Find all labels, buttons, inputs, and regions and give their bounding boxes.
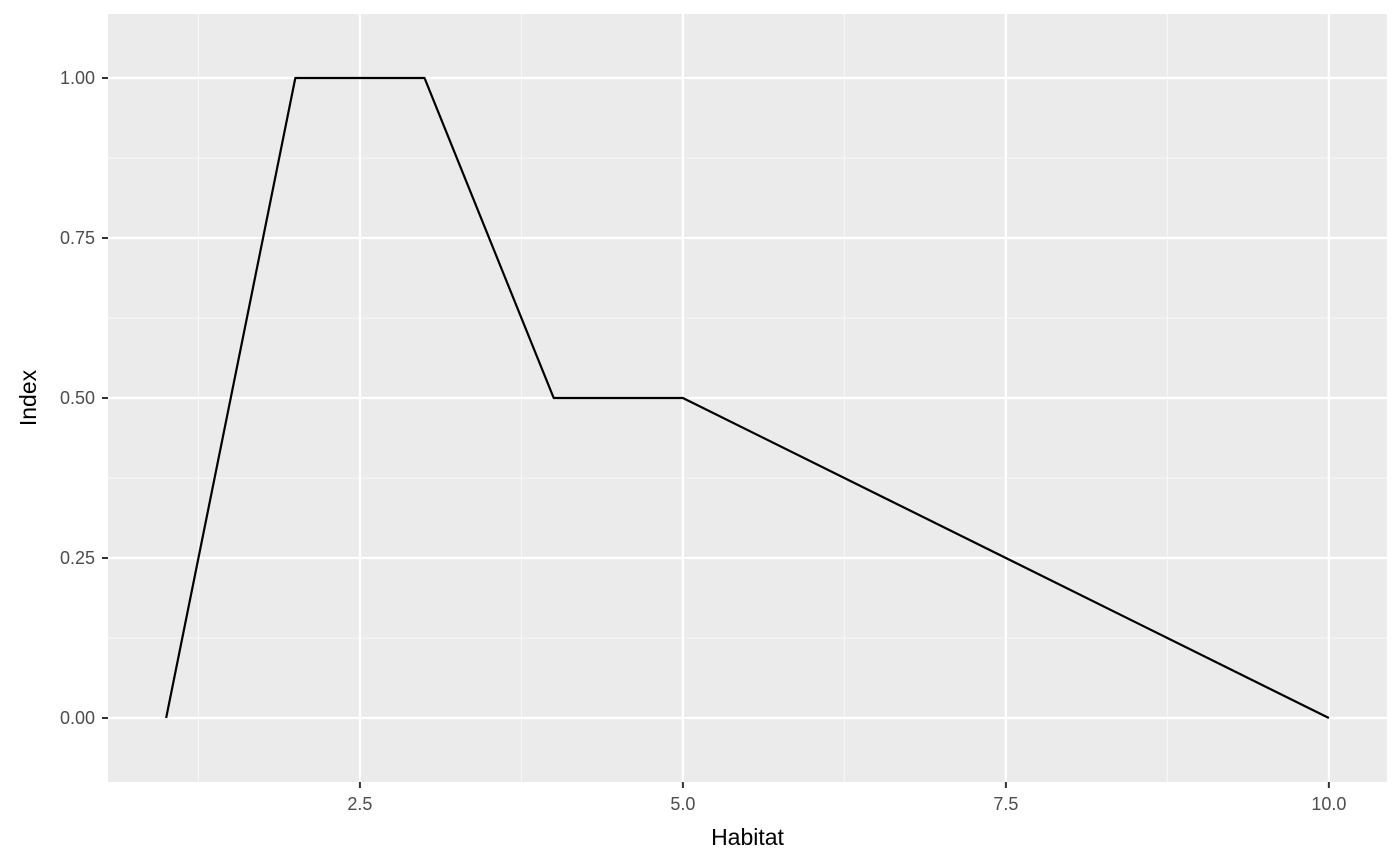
x-axis-title: Habitat bbox=[711, 824, 784, 850]
x-axis: 2.5 5.0 7.5 10.0 bbox=[347, 782, 1346, 814]
y-tick-label: 0.25 bbox=[60, 548, 95, 568]
y-tick-label: 0.00 bbox=[60, 708, 95, 728]
y-tick-label: 0.50 bbox=[60, 388, 95, 408]
x-tick-label: 10.0 bbox=[1311, 794, 1346, 814]
series-layer bbox=[165, 76, 1330, 719]
series-line bbox=[165, 76, 1330, 719]
x-tick-label: 2.5 bbox=[347, 794, 372, 814]
y-tick-label: 0.75 bbox=[60, 228, 95, 248]
y-axis: 0.00 0.25 0.50 0.75 1.00 bbox=[60, 68, 108, 728]
x-tick-label: 5.0 bbox=[670, 794, 695, 814]
y-axis-title: Index bbox=[15, 369, 41, 426]
x-tick-label: 7.5 bbox=[993, 794, 1018, 814]
y-tick-label: 1.00 bbox=[60, 68, 95, 88]
